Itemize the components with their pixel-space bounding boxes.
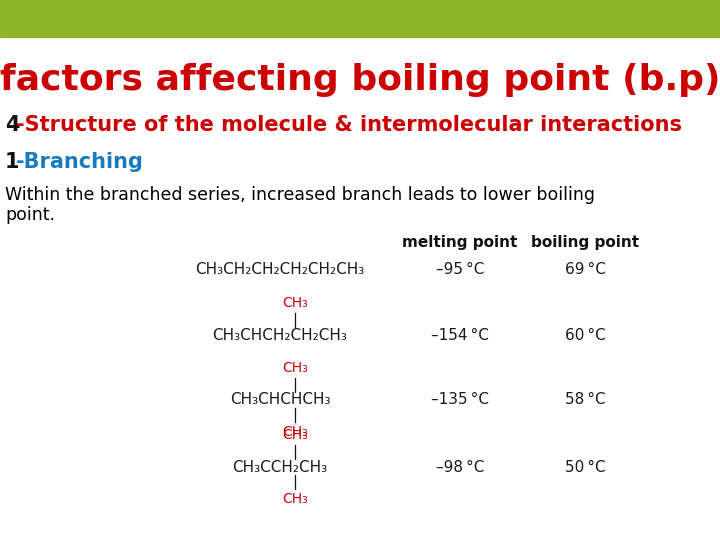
Text: 50 °C: 50 °C [564, 460, 606, 475]
Text: point.: point. [5, 206, 55, 224]
Text: -Branching: -Branching [16, 152, 144, 172]
Text: –95 °C: –95 °C [436, 262, 484, 278]
Text: boiling point: boiling point [531, 234, 639, 249]
Text: –135 °C: –135 °C [431, 393, 489, 408]
Text: CH₃CHCHCH₃: CH₃CHCHCH₃ [230, 393, 330, 408]
Text: CH₃: CH₃ [282, 361, 308, 375]
Text: CH₃: CH₃ [282, 428, 308, 442]
Text: CH₃CH₂CH₂CH₂CH₂CH₃: CH₃CH₂CH₂CH₂CH₂CH₃ [195, 262, 364, 278]
Text: Within the branched series, increased branch leads to lower boiling: Within the branched series, increased br… [5, 186, 595, 204]
Text: melting point: melting point [402, 234, 518, 249]
Text: 4: 4 [5, 115, 19, 135]
Text: 58 °C: 58 °C [564, 393, 606, 408]
Text: 1: 1 [5, 152, 19, 172]
Text: CH₃: CH₃ [282, 425, 308, 439]
Bar [0, 0, 720, 37]
Text: –154 °C: –154 °C [431, 327, 489, 342]
Text: CH₃CHCH₂CH₂CH₃: CH₃CHCH₂CH₂CH₃ [212, 327, 348, 342]
Text: -Structure of the molecule & intermolecular interactions: -Structure of the molecule & intermolecu… [16, 115, 682, 135]
Text: CH₃: CH₃ [282, 492, 308, 506]
Text: 69 °C: 69 °C [564, 262, 606, 278]
Text: CH₃CCH₂CH₃: CH₃CCH₂CH₃ [233, 460, 328, 475]
Text: factors affecting boiling point (b.p): factors affecting boiling point (b.p) [0, 63, 720, 97]
Text: 60 °C: 60 °C [564, 327, 606, 342]
Text: CH₃: CH₃ [282, 296, 308, 310]
Text: –98 °C: –98 °C [436, 460, 484, 475]
